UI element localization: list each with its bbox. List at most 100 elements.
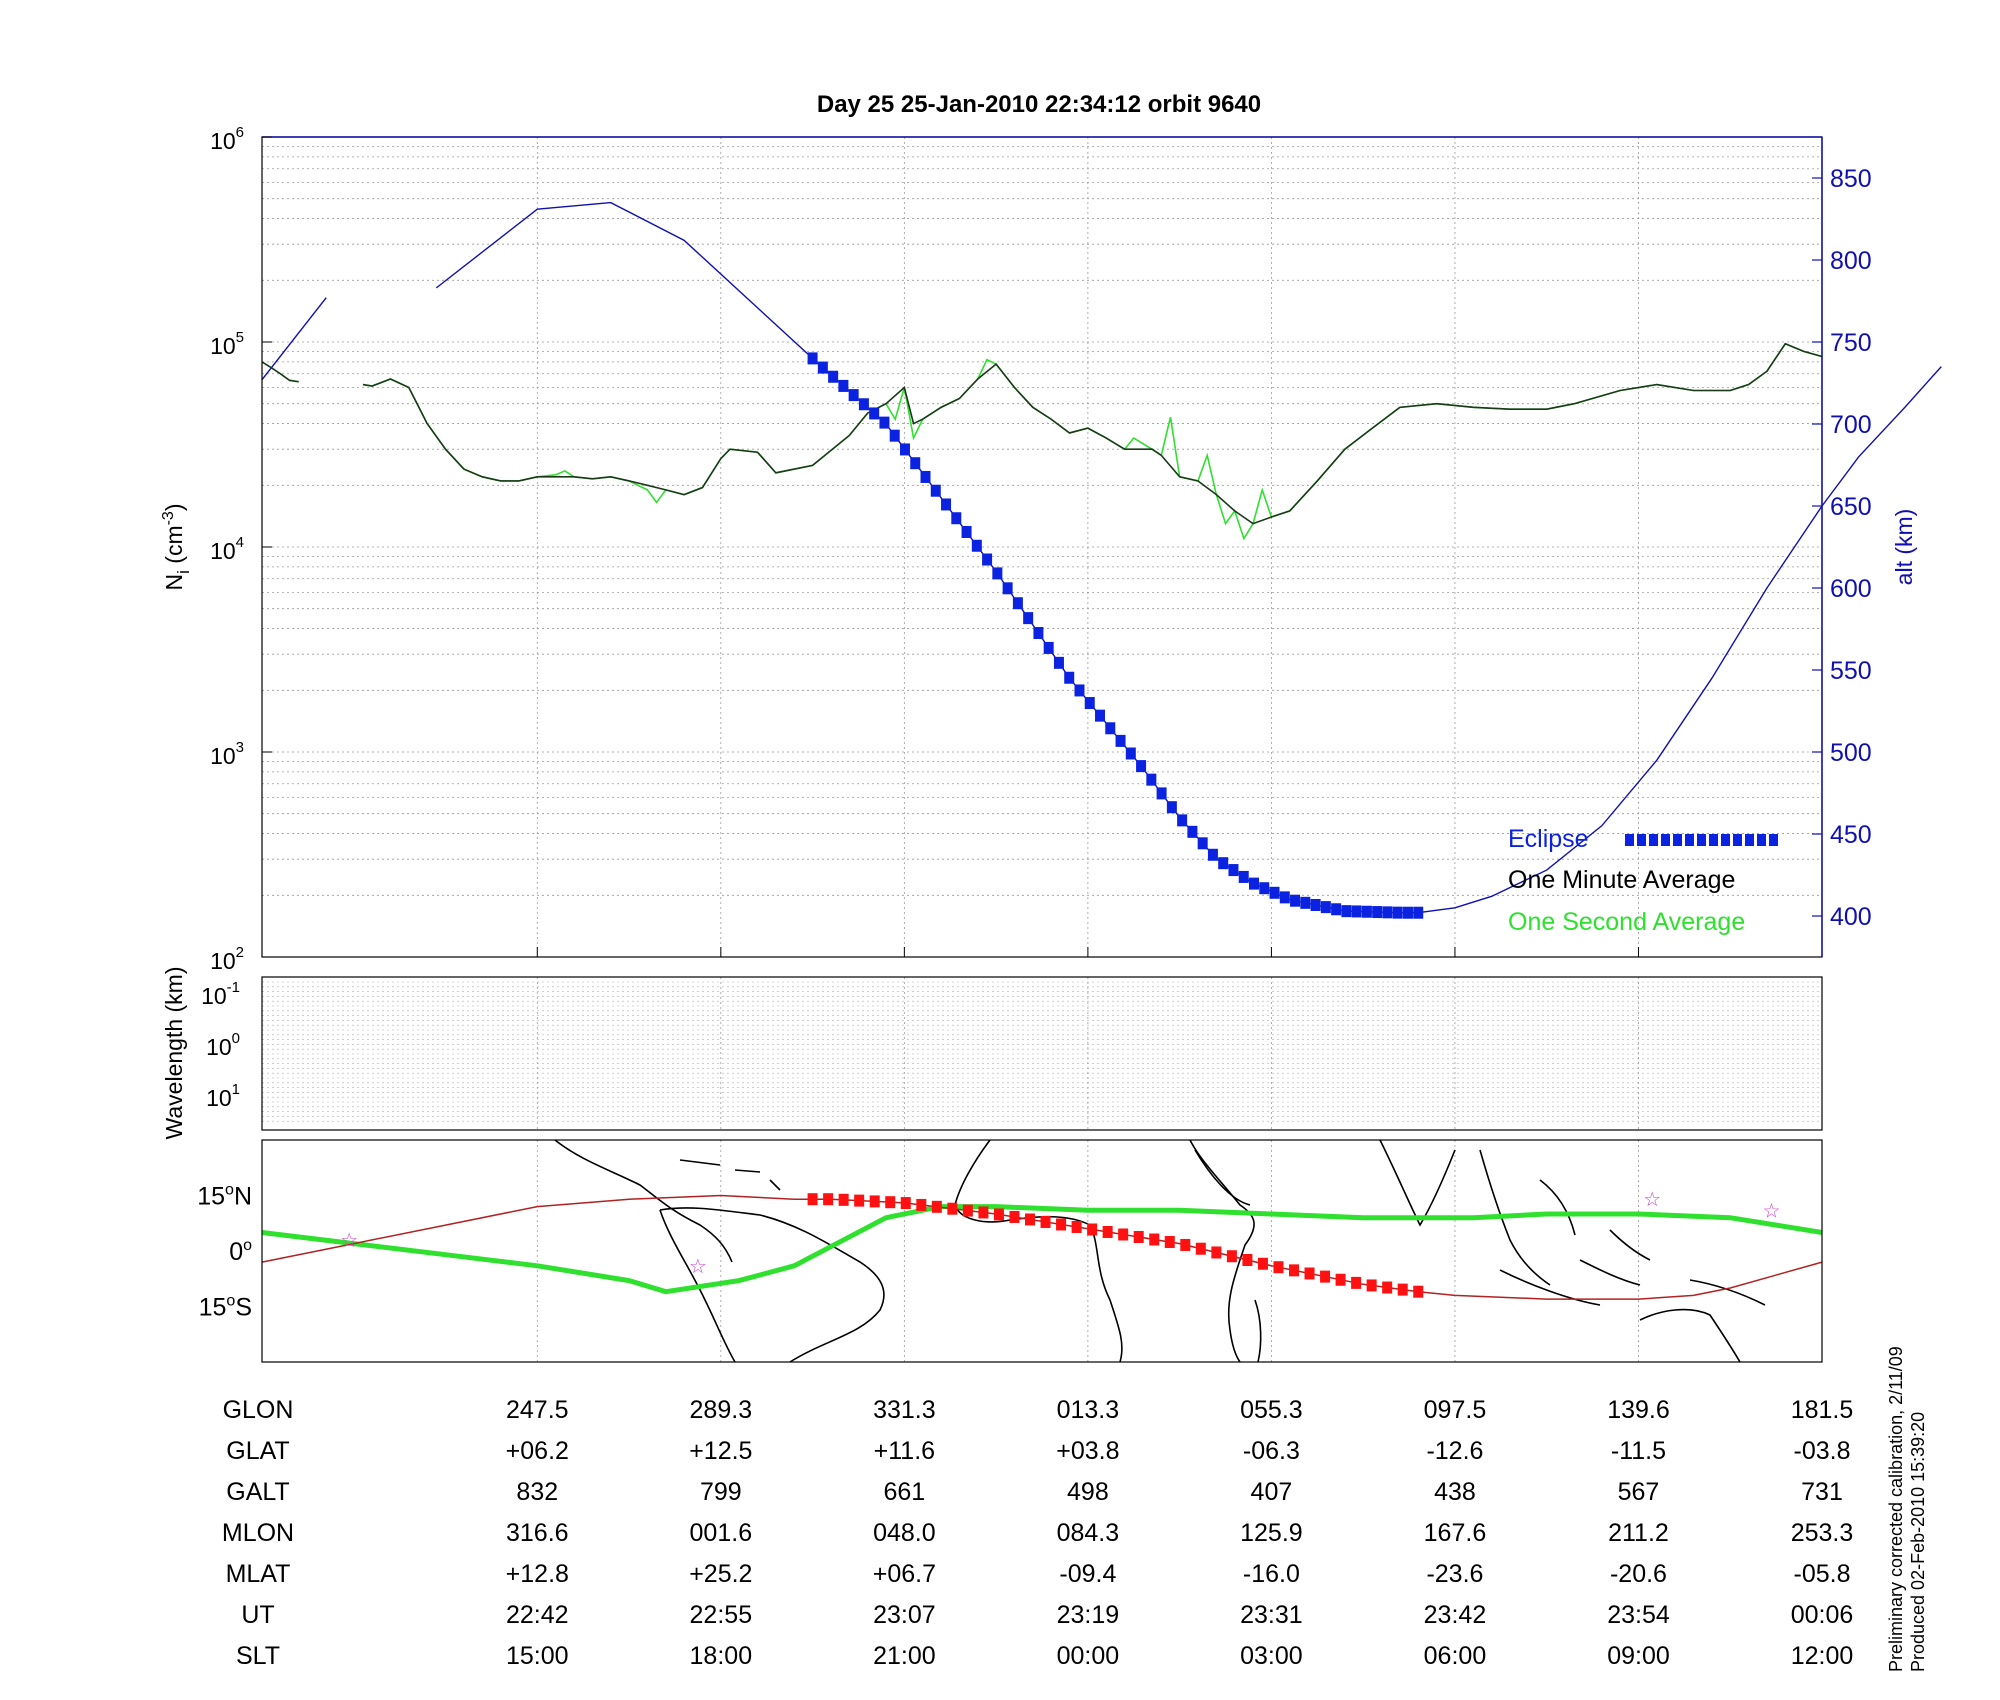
coastline-south-america bbox=[659, 1207, 885, 1363]
eclipse-track-marker bbox=[993, 1208, 1004, 1221]
table-cell: +03.8 bbox=[1056, 1437, 1119, 1465]
coastline-southeast-asia bbox=[1479, 1149, 1576, 1286]
table-cell: +12.5 bbox=[689, 1437, 752, 1465]
table-cell: 331.3 bbox=[873, 1396, 936, 1424]
y-tick-label: 104 bbox=[210, 534, 244, 564]
table-cell: 001.6 bbox=[690, 1519, 753, 1547]
density-y-ticks: 102 103 104 105 106 bbox=[210, 124, 272, 974]
table-cell: 438 bbox=[1434, 1478, 1476, 1506]
table-cell: -20.6 bbox=[1610, 1560, 1667, 1588]
eclipse-marker bbox=[1372, 906, 1383, 919]
eclipse-marker bbox=[1023, 612, 1034, 625]
table-cell: 013.3 bbox=[1057, 1396, 1120, 1424]
map-lat-label: 15oN bbox=[197, 1182, 252, 1211]
ylabel-sub: i bbox=[174, 570, 193, 574]
legend-eclipse-marker bbox=[1769, 834, 1778, 846]
eclipse-marker bbox=[1279, 891, 1290, 904]
eclipse-marker bbox=[1136, 760, 1147, 773]
wavelength-y-ticks: 10-1 100 101 bbox=[201, 979, 240, 1111]
y-tick-label: 103 bbox=[210, 739, 244, 769]
table-cell: 084.3 bbox=[1057, 1519, 1120, 1547]
map-panel-frame bbox=[262, 1140, 1822, 1362]
eclipse-marker bbox=[1361, 905, 1372, 918]
eclipse-marker bbox=[1331, 903, 1342, 916]
table-cell: 06:00 bbox=[1424, 1642, 1487, 1670]
eclipse-marker bbox=[1084, 697, 1095, 710]
map-star-marker: ☆ bbox=[340, 1230, 358, 1252]
table-cell: 316.6 bbox=[506, 1519, 569, 1547]
eclipse-marker bbox=[930, 484, 941, 497]
table-row-label: SLT bbox=[236, 1642, 280, 1670]
eclipse-marker bbox=[1248, 877, 1259, 890]
legend-minute-label: One Minute Average bbox=[1508, 866, 1735, 894]
map-stars: ☆ ☆ ☆ ☆ bbox=[340, 1189, 1780, 1278]
legend-eclipse-marker bbox=[1637, 834, 1646, 846]
alt-tick-label: 500 bbox=[1830, 739, 1872, 767]
legend-eclipse-marker bbox=[1757, 834, 1766, 846]
eclipse-marker bbox=[1228, 864, 1239, 877]
altitude-segment bbox=[261, 297, 327, 381]
table-cell: 125.9 bbox=[1240, 1519, 1303, 1547]
alt-tick-label: 450 bbox=[1830, 821, 1872, 849]
table-cell: 139.6 bbox=[1607, 1396, 1670, 1424]
legend-eclipse-marker bbox=[1709, 834, 1718, 846]
eclipse-marker bbox=[1341, 905, 1352, 918]
eclipse-track-marker bbox=[1335, 1273, 1346, 1286]
table-cell: 09:00 bbox=[1607, 1642, 1670, 1670]
eclipse-marker bbox=[1382, 906, 1393, 919]
eclipse-marker bbox=[1074, 684, 1085, 697]
eclipse-track-marker bbox=[1087, 1223, 1098, 1236]
eclipse-marker bbox=[1392, 906, 1403, 919]
chart-title: Day 25 25-Jan-2010 22:34:12 orbit 9640 bbox=[817, 91, 1261, 118]
eclipse-marker bbox=[1290, 894, 1301, 907]
eclipse-track-marker bbox=[1164, 1236, 1175, 1249]
y-tick-label: 105 bbox=[210, 329, 244, 359]
alt-tick-label: 850 bbox=[1830, 165, 1872, 193]
eclipse-marker bbox=[889, 429, 900, 442]
coastline-africa-east bbox=[1189, 1139, 1255, 1363]
eclipse-track-marker bbox=[1071, 1220, 1082, 1233]
eclipse-ground-track bbox=[807, 1193, 1424, 1298]
eclipse-marker bbox=[1115, 734, 1126, 747]
table-cell: 21:00 bbox=[873, 1642, 936, 1670]
table-cell: +11.6 bbox=[874, 1437, 935, 1465]
one-minute-average-line bbox=[261, 361, 299, 383]
eclipse-track-marker bbox=[1195, 1242, 1206, 1255]
map-latitude-ticks: 15oN 0o 15oS bbox=[197, 1182, 252, 1322]
table-cell: -03.8 bbox=[1794, 1437, 1851, 1465]
density-panel: 102 103 104 105 106 400 450 500 550 600 650 700 750… bbox=[160, 124, 1942, 974]
eclipse-track-marker bbox=[869, 1195, 880, 1208]
footnote-produced: Produced 02-Feb-2010 15:39:20 bbox=[1908, 1412, 1928, 1672]
coastline-australia bbox=[1639, 1308, 1741, 1363]
altitude-ascent bbox=[1418, 366, 1942, 914]
table-cell: 23:07 bbox=[873, 1601, 936, 1629]
altitude-segment bbox=[435, 201, 814, 359]
coastline-africa bbox=[954, 1139, 1123, 1363]
table-row-label: MLAT bbox=[226, 1560, 291, 1588]
eclipse-marker bbox=[817, 361, 828, 374]
eclipse-marker bbox=[1197, 837, 1208, 850]
table-cell: 167.6 bbox=[1424, 1519, 1487, 1547]
eclipse-marker bbox=[1166, 801, 1177, 814]
eclipse-marker bbox=[971, 539, 982, 552]
eclipse-track-marker bbox=[947, 1202, 958, 1215]
legend-eclipse-marker bbox=[1673, 834, 1682, 846]
wave-tick-label: 101 bbox=[206, 1081, 240, 1111]
alt-tick-label: 400 bbox=[1830, 903, 1872, 931]
eclipse-marker bbox=[1269, 886, 1280, 899]
table-cell: 00:06 bbox=[1791, 1601, 1854, 1629]
eclipse-marker bbox=[869, 407, 880, 420]
coastline-new-guinea bbox=[1689, 1279, 1766, 1306]
table-cell: 03:00 bbox=[1240, 1642, 1303, 1670]
table-cell: -12.6 bbox=[1426, 1437, 1483, 1465]
legend-eclipse-marker bbox=[1721, 834, 1730, 846]
legend-eclipse-marker bbox=[1661, 834, 1670, 846]
alt-tick-label: 550 bbox=[1830, 657, 1872, 685]
eclipse-marker bbox=[1218, 857, 1229, 870]
eclipse-track-marker bbox=[978, 1206, 989, 1219]
legend: Eclipse One Minute Average One Second Av… bbox=[1508, 825, 1778, 936]
eclipse-marker bbox=[838, 379, 849, 392]
ylabel-main: N bbox=[161, 574, 187, 591]
eclipse-marker bbox=[1310, 898, 1321, 911]
eclipse-marker bbox=[1053, 656, 1064, 669]
